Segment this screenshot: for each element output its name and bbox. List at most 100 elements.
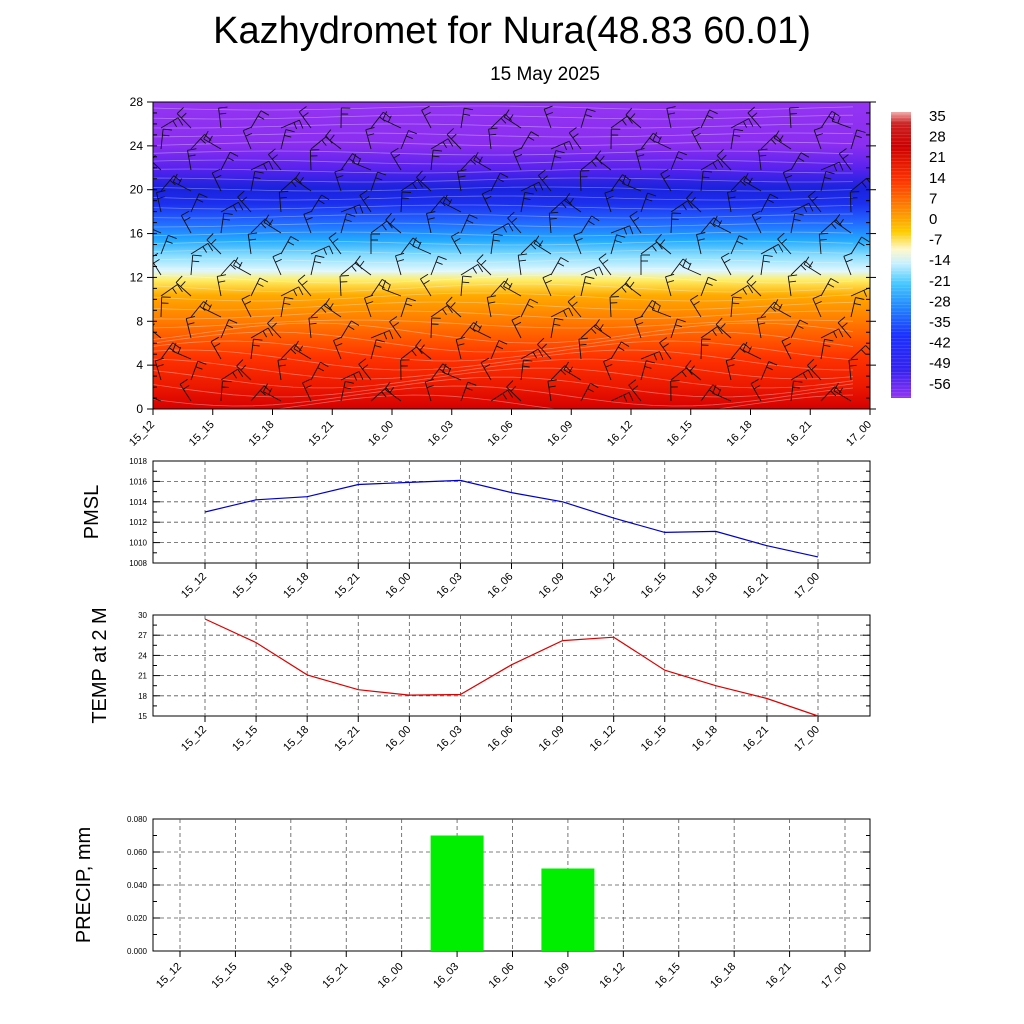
wind-barb-staff — [278, 192, 282, 213]
wind-barb-flag — [802, 372, 807, 380]
wind-barb-staff — [837, 322, 852, 339]
wind-barb-flag — [332, 238, 339, 244]
precip-xtick-label: 15_18 — [265, 961, 295, 991]
wind-barb-staff — [625, 114, 642, 129]
wind-barb-flag — [816, 133, 823, 137]
contour-line — [153, 258, 854, 264]
wind-barb-staff — [659, 342, 672, 360]
wind-barb-flag — [808, 203, 814, 212]
wind-barb-flag — [500, 117, 507, 124]
wind-barb-staff — [700, 326, 718, 339]
wind-barb-staff — [450, 236, 462, 255]
wind-barb-flag — [508, 114, 514, 121]
wind-barb-flag — [405, 303, 413, 307]
wind-barb-staff — [507, 217, 522, 234]
wind-barb-flag — [530, 131, 540, 137]
wind-barb-flag — [736, 240, 744, 245]
wind-barb-staff — [700, 109, 710, 129]
precip-ytick-label: 0.060 — [127, 848, 148, 857]
wind-barb-staff — [280, 129, 287, 150]
wind-barb-flag — [738, 235, 748, 240]
wind-barb-staff — [820, 161, 840, 171]
wind-barb-flag — [483, 364, 491, 369]
wind-barb-flag — [177, 284, 183, 293]
wind-barb-flag — [856, 129, 866, 133]
wind-barb-staff — [430, 363, 444, 381]
wind-barb-flag — [263, 385, 272, 393]
wind-barb-flag — [472, 320, 478, 330]
wind-barb-flag — [772, 246, 777, 254]
wind-barb-staff — [400, 297, 408, 318]
wind-barb-staff — [640, 132, 654, 150]
wind-barb-staff — [333, 340, 342, 360]
wind-barb-flag — [712, 329, 717, 336]
chart-subtitle: 15 May 2025 — [490, 64, 600, 85]
wind-barb-flag — [442, 194, 448, 204]
wind-barb-flag — [218, 280, 226, 283]
wind-barb-flag — [644, 366, 652, 369]
wind-barb-flag — [320, 307, 327, 313]
wind-barb-staff — [813, 130, 822, 150]
wind-barb-flag — [348, 158, 356, 163]
precip-ytick-label: 0.080 — [127, 815, 148, 824]
wind-barb-staff — [359, 195, 372, 213]
wind-barb-staff — [550, 150, 557, 171]
wind-barb-flag — [747, 285, 754, 294]
wind-barb-flag — [238, 261, 243, 269]
wind-barb-flag — [616, 234, 626, 238]
wind-barb-staff — [263, 222, 282, 234]
wind-barb-staff — [421, 110, 432, 129]
wind-barb-flag — [203, 130, 209, 140]
wind-barb-staff — [280, 297, 285, 318]
wind-barb-flag — [212, 168, 221, 174]
wind-barb-flag — [865, 345, 870, 351]
wind-barb-flag — [347, 325, 355, 330]
wind-barb-flag — [381, 279, 390, 285]
wind-barb-flag — [625, 107, 633, 116]
wind-barb-flag — [293, 122, 298, 130]
pmsl-xtick-label: 15_15 — [230, 571, 260, 601]
wind-barb-flag — [686, 191, 693, 199]
wind-barb-staff — [220, 201, 239, 213]
temp-xtick-label: 16_00 — [383, 724, 413, 754]
wind-barb-flag — [770, 138, 777, 145]
wind-barb-flag — [257, 115, 265, 120]
wind-barb-flag — [690, 294, 699, 301]
wind-barb-staff — [820, 386, 836, 402]
wind-barb-flag — [627, 179, 632, 186]
wind-barb-flag — [240, 364, 247, 371]
wind-barb-flag — [401, 191, 412, 193]
wind-barb-staff — [476, 260, 492, 276]
wind-barb-flag — [442, 141, 447, 149]
precip-xtick-label: 16_12 — [597, 961, 627, 991]
wind-barb-staff — [293, 348, 312, 360]
wind-barb-staff — [730, 285, 749, 297]
temperature-field — [153, 102, 870, 409]
wind-barb-staff — [712, 392, 732, 402]
colorbar-label: 35 — [929, 108, 946, 125]
wind-barb-flag — [743, 121, 747, 128]
wind-barb-staff — [790, 319, 801, 339]
wind-barb-flag — [740, 180, 747, 186]
wind-barb-staff — [725, 360, 732, 381]
wind-barb-flag — [156, 190, 166, 193]
wind-barb-flag — [834, 213, 841, 222]
temp-xtick-label: 16_09 — [537, 724, 567, 754]
wind-barb-flag — [376, 339, 386, 343]
wind-barb-flag — [709, 109, 718, 115]
wind-barb-staff — [415, 346, 432, 360]
wind-barb-flag — [451, 231, 460, 237]
wind-barb-flag — [464, 107, 474, 111]
wind-barb-staff — [520, 131, 532, 150]
wind-barb-flag — [197, 360, 207, 365]
wind-barb-flag — [515, 153, 523, 158]
contour-line — [153, 310, 854, 320]
wind-barb-flag — [392, 322, 399, 327]
wind-barb-staff — [781, 340, 792, 360]
wind-barb-flag — [632, 385, 639, 391]
wind-barb-staff — [272, 256, 282, 276]
wind-barb-flag — [417, 179, 423, 188]
wind-barb-staff — [730, 297, 734, 318]
wind-barb-flag — [489, 133, 497, 136]
wind-barb-flag — [267, 316, 275, 324]
